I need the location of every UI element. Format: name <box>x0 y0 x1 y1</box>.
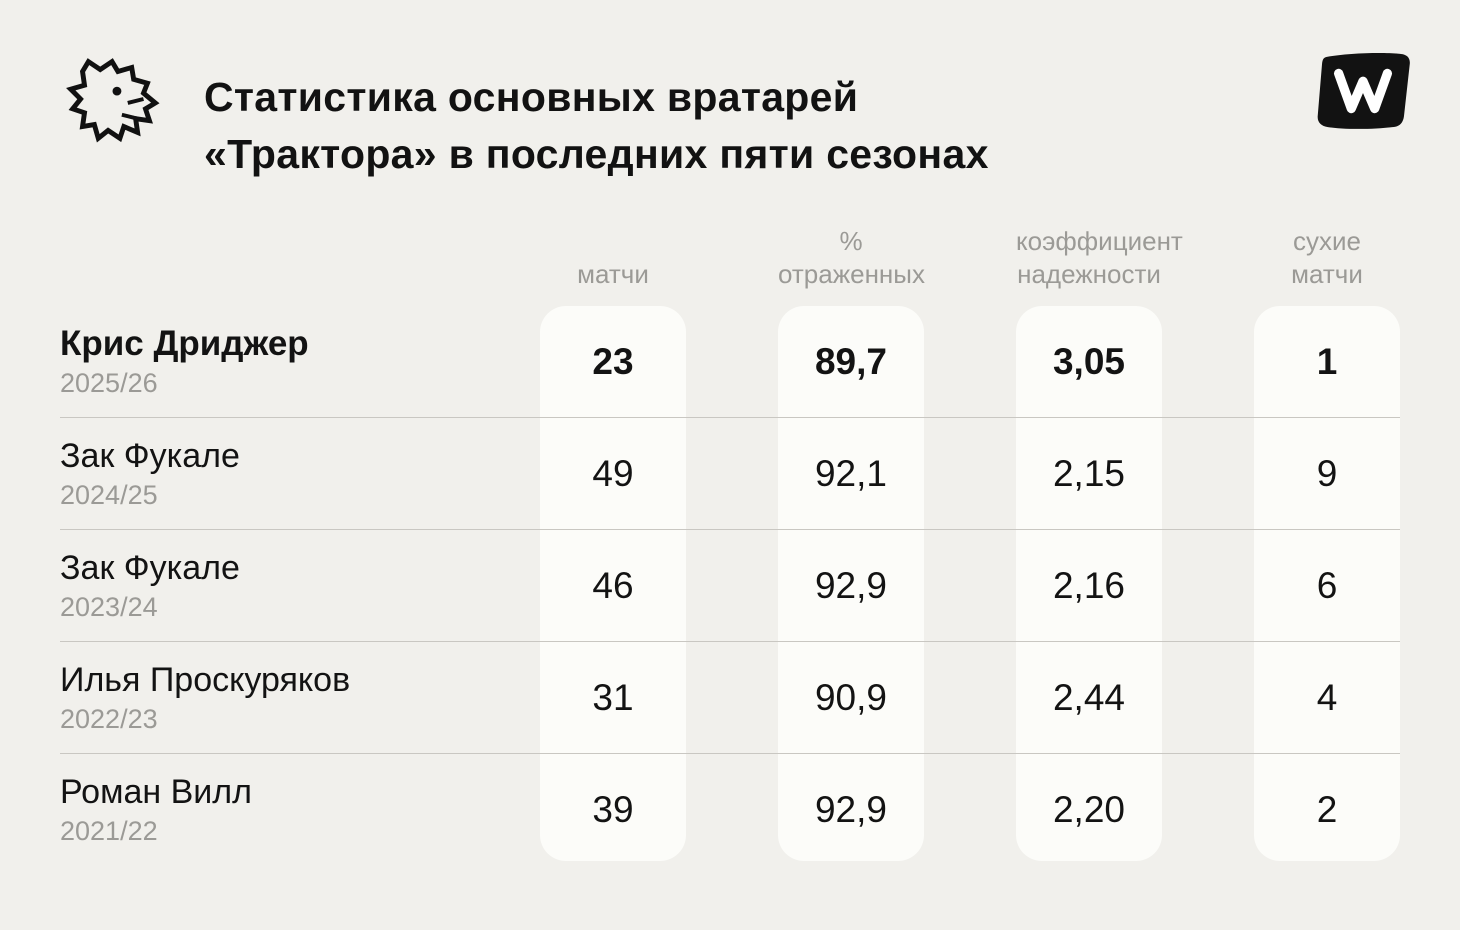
player-cell: Зак Фукале 2024/25 <box>60 436 540 512</box>
shutouts-value: 4 <box>1316 676 1338 718</box>
matches-value: 46 <box>592 564 634 606</box>
table-row: Зак Фукале 2024/25 49 92,1 2,15 9 <box>60 417 1400 529</box>
matches-value: 49 <box>592 452 634 494</box>
player-name: Илья Проскуряков <box>60 660 351 699</box>
player-name: Крис Дриджер <box>60 323 309 363</box>
page-title: Статистика основных вратарей «Трактора» … <box>204 74 989 178</box>
table-row: Илья Проскуряков 2022/23 31 90,9 2,44 4 <box>60 641 1400 753</box>
gaa-value: 2,16 <box>1052 564 1125 606</box>
player-season: 2022/23 <box>60 703 158 734</box>
gaa-value: 2,20 <box>1052 788 1125 830</box>
player-cell: Зак Фукале 2023/24 <box>60 548 540 624</box>
column-pill-shutouts <box>1254 306 1400 861</box>
player-season: 2023/24 <box>60 591 158 622</box>
save-pct-value: 92,9 <box>814 564 887 606</box>
player-name: Зак Фукале <box>60 436 240 475</box>
matches-value: 23 <box>592 340 634 382</box>
gaa-value: 3,05 <box>1052 340 1125 382</box>
column-header-shutouts: сухие матчи <box>1291 226 1363 289</box>
table-row: Зак Фукале 2023/24 46 92,9 2,16 6 <box>60 529 1400 641</box>
player-cell: Крис Дриджер 2025/26 <box>60 324 540 400</box>
shutouts-value: 1 <box>1316 340 1338 382</box>
column-pill-save-pct <box>778 306 924 861</box>
column-pill-matches <box>540 306 686 861</box>
w-logo <box>1317 52 1410 129</box>
column-header-matches: матчи <box>577 259 649 289</box>
player-name: Зак Фукале <box>60 548 240 587</box>
player-season: 2025/26 <box>60 367 158 398</box>
player-name: Роман Вилл <box>60 772 252 811</box>
save-pct-value: 90,9 <box>814 676 887 718</box>
matches-value: 31 <box>592 676 634 718</box>
table-row: Роман Вилл 2021/22 39 92,9 2,20 2 <box>60 753 1400 865</box>
player-season: 2024/25 <box>60 479 158 510</box>
shutouts-value: 9 <box>1316 452 1338 494</box>
column-header-gaa: коэффициент надежности <box>1016 226 1183 289</box>
shutouts-value: 2 <box>1316 788 1338 830</box>
save-pct-value: 92,9 <box>814 788 887 830</box>
save-pct-value: 92,1 <box>814 452 887 494</box>
column-pill-gaa <box>1016 306 1162 861</box>
table-header-row: матчи % отраженных коэффициент надежност… <box>60 218 1400 306</box>
player-cell: Илья Проскуряков 2022/23 <box>60 660 540 736</box>
player-season: 2021/22 <box>60 815 158 846</box>
player-cell: Роман Вилл 2021/22 <box>60 772 540 848</box>
column-header-save-pct: % отраженных <box>778 226 925 289</box>
traktor-bear-logo <box>66 58 160 143</box>
goalkeeper-stats-table: матчи % отраженных коэффициент надежност… <box>60 218 1400 865</box>
gaa-value: 2,15 <box>1052 452 1125 494</box>
save-pct-value: 89,7 <box>814 340 887 382</box>
matches-value: 39 <box>592 788 634 830</box>
shutouts-value: 6 <box>1316 564 1338 606</box>
table-row: Крис Дриджер 2025/26 23 89,7 3,05 1 <box>60 306 1400 417</box>
gaa-value: 2,44 <box>1052 676 1125 718</box>
